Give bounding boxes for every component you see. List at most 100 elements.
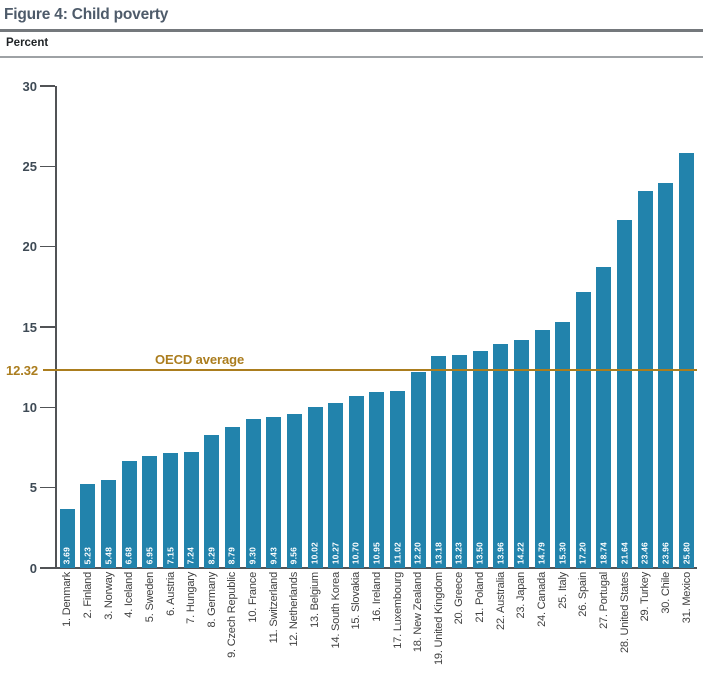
bar-slot: 18.74 (594, 86, 615, 568)
x-axis-label: 15. Slovakia (350, 572, 363, 630)
x-label-slot: 12. Netherlands (284, 572, 305, 694)
bar-slot: 10.27 (325, 86, 346, 568)
bar-value-label: 7.15 (165, 546, 176, 564)
x-label-slot: 1. Denmark (57, 572, 78, 694)
y-tick-label: 10 (22, 399, 37, 415)
bar-slot: 9.56 (284, 86, 305, 568)
bar-value-label: 10.95 (371, 541, 382, 564)
x-axis-label: 7. Hungary (185, 572, 198, 624)
bar-value-label: 3.69 (61, 546, 72, 564)
bar: 14.22 (513, 339, 529, 568)
y-tick-label: 0 (29, 560, 37, 576)
x-label-slot: 31. Mexico (676, 572, 697, 694)
bar: 23.96 (658, 183, 674, 568)
y-tick (40, 326, 55, 328)
bar-value-label: 17.20 (577, 541, 588, 564)
bar-slot: 10.70 (346, 86, 367, 568)
bar-value-label: 8.29 (206, 546, 217, 564)
bar: 10.95 (369, 392, 385, 568)
bar-value-label: 9.43 (268, 546, 279, 564)
x-axis-label: 14. South Korea (329, 572, 342, 649)
x-label-slot: 27. Portugal (594, 572, 615, 694)
y-tick (40, 165, 55, 168)
bar: 13.96 (493, 343, 509, 568)
x-label-slot: 11. Switzerland (263, 572, 284, 694)
x-axis-labels: 1. Denmark 2. Finland 3. Norway 4. Iceland 5… (57, 572, 697, 694)
x-label-slot: 26. Spain (573, 572, 594, 694)
bar-slot: 8.79 (222, 86, 243, 568)
x-axis-label: 13. Belgium (309, 572, 321, 628)
x-label-slot: 16. Ireland (367, 572, 388, 694)
x-label-slot: 6. Austria (160, 572, 181, 694)
y-tick (40, 486, 55, 489)
y-tick-label: 5 (29, 480, 37, 496)
bar: 3.69 (59, 508, 75, 568)
x-axis-label: 1. Denmark (61, 572, 74, 627)
x-axis-label: 12. Netherlands (288, 572, 301, 647)
bar: 10.70 (348, 396, 364, 568)
x-axis-label: 5. Sweden (143, 572, 156, 623)
bar: 25.80 (679, 153, 695, 568)
x-axis-label: 16. Ireland (370, 572, 383, 622)
x-axis-label: 3. Norway (102, 572, 115, 620)
x-axis-label: 28. United States (618, 572, 631, 653)
x-label-slot: 24. Canada (532, 572, 553, 694)
bar-value-label: 13.18 (433, 541, 444, 564)
bar-value-label: 10.70 (350, 541, 361, 564)
oecd-average-value: 12.32 (5, 362, 38, 378)
bar: 7.24 (183, 451, 199, 568)
bar-slot: 13.96 (490, 86, 511, 568)
x-label-slot: 7. Hungary (181, 572, 202, 694)
bar-slot: 23.96 (656, 86, 677, 568)
bar-value-label: 13.50 (474, 541, 485, 564)
x-axis-label: 22. Australia (494, 572, 507, 630)
bar: 9.56 (286, 414, 302, 568)
x-label-slot: 23. Japan (511, 572, 532, 694)
bar: 12.20 (410, 372, 426, 568)
bar-slot: 8.29 (201, 86, 222, 568)
y-tick-label: 25 (22, 158, 37, 174)
bar-value-label: 13.23 (453, 541, 464, 564)
y-tick (40, 245, 55, 248)
x-axis-label: 26. Spain (577, 572, 590, 617)
x-axis-label: 29. Turkey (639, 572, 652, 622)
bar-value-label: 14.22 (515, 541, 526, 564)
bar-slot: 25.80 (676, 86, 697, 568)
x-axis-label: 20. Greece (453, 572, 466, 625)
bar-slot: 10.95 (367, 86, 388, 568)
x-axis-label: 8. Germany (205, 572, 218, 628)
bar-value-label: 15.30 (557, 541, 568, 564)
x-label-slot: 13. Belgium (305, 572, 326, 694)
x-axis-label: 4. Iceland (123, 572, 136, 618)
y-tick (40, 406, 55, 409)
bar-value-label: 10.27 (330, 541, 341, 564)
x-label-slot: 29. Turkey (635, 572, 656, 694)
bar: 11.02 (390, 390, 406, 568)
bar-slot: 3.69 (57, 86, 78, 568)
bar-value-label: 5.48 (103, 546, 114, 564)
bar-slot: 5.23 (78, 86, 99, 568)
bar-slot: 7.15 (160, 86, 181, 568)
y-tick-label: 30 (22, 78, 37, 94)
x-label-slot: 15. Slovakia (346, 572, 367, 694)
title-divider-rule (0, 29, 703, 32)
bar-value-label: 23.96 (660, 541, 671, 564)
x-axis-label: 6. Austria (164, 572, 177, 616)
bar-slot: 11.02 (387, 86, 408, 568)
bar-slot: 13.50 (470, 86, 491, 568)
x-label-slot: 2. Finland (78, 572, 99, 694)
x-axis-label: 25. Italy (556, 572, 569, 609)
bar-value-label: 14.79 (536, 541, 547, 564)
bar-value-label: 18.74 (598, 541, 609, 564)
x-label-slot: 17. Luxembourg (387, 572, 408, 694)
x-axis-label: 31. Mexico (680, 572, 693, 624)
bar-slot: 17.20 (573, 86, 594, 568)
x-label-slot: 14. South Korea (325, 572, 346, 694)
bar-slot: 5.48 (98, 86, 119, 568)
bar: 10.27 (328, 403, 344, 568)
bar: 13.18 (431, 356, 447, 568)
bar-value-label: 5.23 (82, 546, 93, 564)
x-axis-label: 11. Switzerland (267, 572, 280, 644)
bar-slot: 21.64 (614, 86, 635, 568)
bar-value-label: 25.80 (681, 541, 692, 564)
